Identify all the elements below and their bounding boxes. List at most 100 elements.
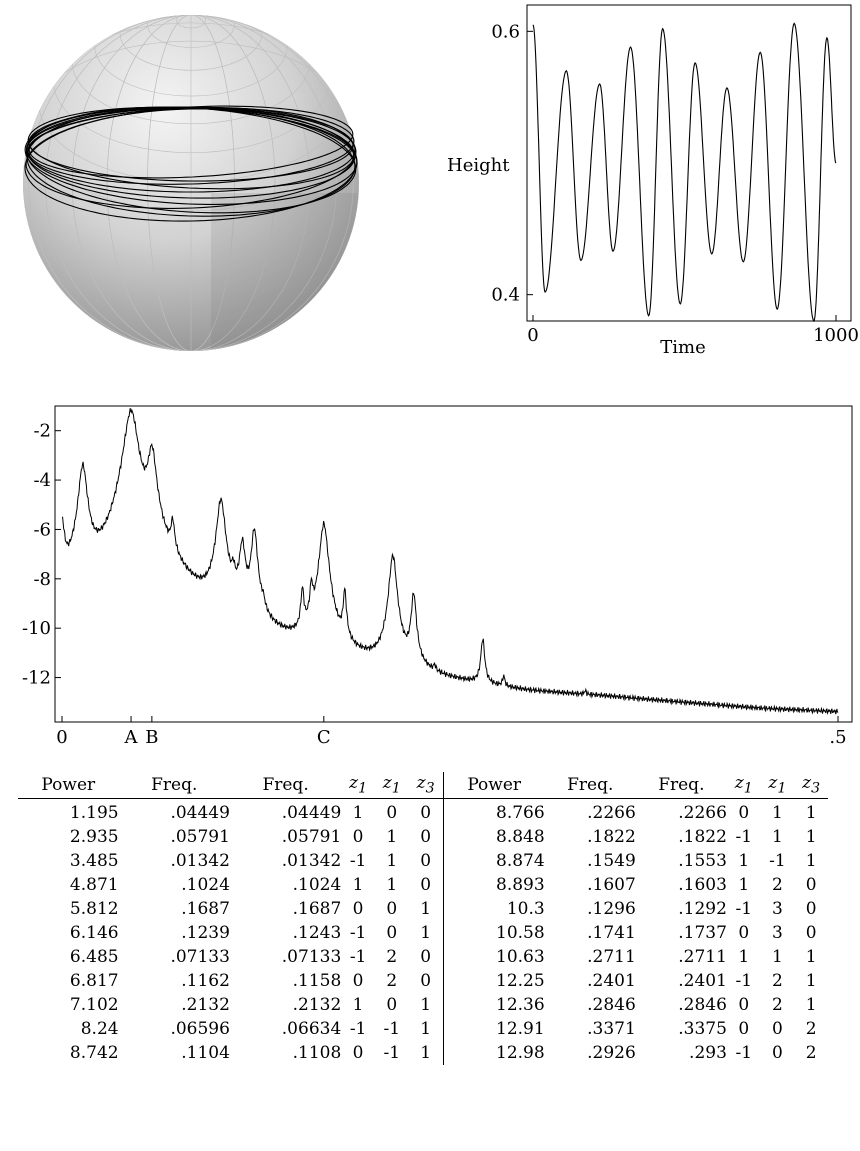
table-cell: .2846 (678, 995, 727, 1015)
table-cell: .2711 (587, 947, 636, 967)
table-cell: 0 (352, 827, 364, 847)
table-cell: 0 (386, 923, 398, 943)
table-cell: 2 (771, 875, 783, 895)
table-cell: .2401 (587, 971, 636, 991)
spectrum-ticks: -2 -4 -6 -8 -10 -12 0 A B C .5 (22, 421, 847, 748)
table-cell: .1737 (678, 923, 727, 943)
table-cell: .04449 (170, 803, 230, 823)
table-cell: 8.742 (69, 1043, 119, 1063)
table-cell: 0 (386, 899, 398, 919)
sphere-trajectory-figure (23, 15, 359, 351)
col-header-z1: z1 (374, 772, 409, 799)
table-cell: 1 (408, 993, 444, 1017)
table-row: 6.485 .07133 .07133 -1 2 0 10.63 .2711 .2711 1 1 1 (18, 945, 828, 969)
col-header-freq: Freq. (118, 772, 230, 799)
table-cell: -1 (735, 827, 753, 847)
table-cell: 1 (386, 827, 398, 847)
table-cell: 2.935 (69, 827, 119, 847)
y-tick-label: 0.6 (491, 21, 520, 42)
table-cell: .1822 (678, 827, 727, 847)
spectrum-plot-frame (54, 405, 853, 723)
table-cell: .1158 (292, 971, 342, 991)
table-cell: 0 (408, 825, 444, 849)
table-cell: 0 (408, 849, 444, 873)
table-cell: 8.874 (496, 851, 545, 871)
table-cell: -1 (383, 1019, 401, 1039)
sphere-latitude-ring (176, 15, 206, 29)
table-cell: .1296 (587, 899, 636, 919)
sphere-trajectory-lines (24, 105, 358, 222)
table-row: 7.102.2132.2132 1 0 1 12.36.2846.2846 0 2 1 (18, 993, 828, 1017)
x-tick-label: 0 (527, 325, 538, 346)
col-header-z3: z3 (408, 772, 444, 799)
table-cell: 1 (738, 875, 750, 895)
table-cell: 0 (738, 923, 750, 943)
col-header-z1: z1 (341, 772, 375, 799)
table-cell: 1 (771, 803, 783, 823)
table-cell: 1 (386, 851, 398, 871)
time-axis-label: Time (660, 337, 705, 358)
table-cell: 1 (771, 947, 783, 967)
table-cell: 1 (352, 875, 364, 895)
table-row: 1.195.04449.04449 1 0 0 8.766.2266.2266 0 1 1 (18, 798, 828, 825)
spectrum-series-line (61, 408, 839, 715)
table-cell: .2926 (587, 1043, 636, 1063)
table-cell: 2 (771, 971, 783, 991)
table-cell: .1741 (587, 923, 636, 943)
sphere-latitude-ring (119, 15, 263, 71)
table-cell: .1292 (678, 899, 727, 919)
table-cell: .01342 (281, 851, 342, 871)
table-cell: 2 (805, 1019, 817, 1039)
table-cell: 0 (805, 899, 817, 919)
table-cell: .293 (689, 1043, 727, 1063)
table-cell: .05791 (281, 827, 342, 847)
frequency-table: Power Freq. Freq. z1 z1 z3 Power Freq. F… (18, 772, 828, 1065)
table-row: 6.817.1162.1158 0 2 0 12.25.2401.2401 -1 2 1 (18, 969, 828, 993)
table-cell: 0 (408, 969, 444, 993)
table-cell: .1549 (587, 851, 636, 871)
x-tick-label: 0 (56, 727, 67, 748)
table-cell: 10.3 (506, 899, 545, 919)
table-cell: 0 (771, 1043, 783, 1063)
table-cell: .2401 (678, 971, 727, 991)
table-cell: 0 (738, 995, 750, 1015)
col-header-freq: Freq. (635, 772, 727, 799)
trajectory-loop (27, 106, 355, 190)
table-row: 6.146.1239.1243 -1 0 1 10.58.1741.1737 0 3 0 (18, 921, 828, 945)
table-cell: .1104 (181, 1043, 230, 1063)
height-time-chart: 0.4 0.6 0 1000 Height Time (447, 4, 859, 358)
table-cell: .1024 (292, 875, 342, 895)
trajectory-loop (28, 105, 354, 179)
table-cell: -1 (735, 1043, 753, 1063)
table-cell: 1 (805, 947, 817, 967)
table-cell: 1 (408, 921, 444, 945)
table-cell: -1 (735, 899, 753, 919)
table-cell: 8.24 (80, 1019, 119, 1039)
trajectory-loop (26, 107, 356, 193)
table-cell: 1 (738, 947, 750, 967)
table-cell: 0 (352, 971, 364, 991)
table-cell: 7.102 (69, 995, 119, 1015)
table-cell: .1239 (181, 923, 230, 943)
table-cell: 1 (805, 995, 817, 1015)
table-cell: 2 (386, 971, 398, 991)
col-header-power: Power (18, 772, 119, 799)
table-cell: .1687 (181, 899, 230, 919)
table-cell: .2132 (181, 995, 230, 1015)
table-body: 1.195.04449.04449 1 0 0 8.766.2266.2266 0 1 1 2.… (18, 798, 828, 1065)
table-cell: 2 (771, 995, 783, 1015)
table-cell: 0 (805, 875, 817, 895)
table-cell: 8.893 (496, 875, 545, 895)
table-cell: .2266 (678, 803, 727, 823)
table-cell: 2 (805, 1043, 817, 1063)
y-tick-label: -10 (22, 618, 51, 639)
table-cell: 1 (408, 1041, 444, 1065)
y-tick-label: -12 (22, 668, 51, 689)
y-tick-label: -6 (33, 519, 51, 540)
table-cell: 0 (352, 899, 364, 919)
sphere-longitude-line (28, 15, 354, 351)
y-tick-label: -8 (33, 569, 51, 590)
table-cell: .07133 (170, 947, 230, 967)
table-cell: -1 (349, 947, 367, 967)
table-cell: 1 (805, 851, 817, 871)
